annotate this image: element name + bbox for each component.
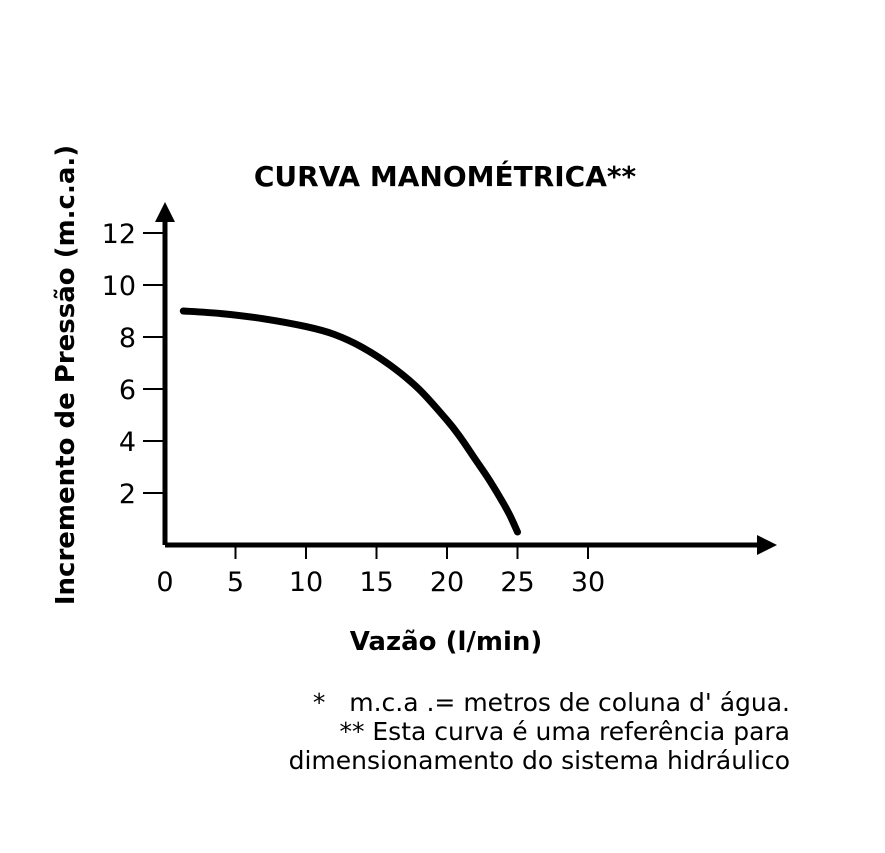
x-tick-label: 15 xyxy=(359,567,393,598)
y-tick-label: 6 xyxy=(119,375,136,406)
footnote-reference: ** Esta curva é uma referência para xyxy=(339,717,790,746)
y-tick-label: 8 xyxy=(119,323,136,354)
x-ticks: 0 5 10 15 20 25 30 xyxy=(156,543,605,598)
x-tick-label: 30 xyxy=(571,567,605,598)
footnotes: * m.c.a .= metros de coluna d' água. ** E… xyxy=(289,688,790,775)
x-axis-arrow xyxy=(757,535,777,555)
x-tick-label: 0 xyxy=(156,567,173,598)
y-axis-label: Incremento de Pressão (m.c.a.) xyxy=(51,145,81,605)
x-axis-label: Vazão (l/min) xyxy=(350,627,543,657)
footnote-reference-cont: dimensionamento do sistema hidráulico xyxy=(288,746,790,775)
pump-curve-line xyxy=(179,307,521,536)
y-tick-label: 4 xyxy=(119,427,136,458)
x-tick-label: 25 xyxy=(500,567,534,598)
y-axis-arrow xyxy=(155,202,175,222)
footnote-mca: * m.c.a .= metros de coluna d' água. xyxy=(312,688,790,717)
chart-title: CURVA MANOMÉTRICA** xyxy=(254,159,637,193)
y-tick-label: 2 xyxy=(119,479,136,510)
y-tick-label: 12 xyxy=(102,219,136,250)
y-ticks: 2 4 6 8 10 12 xyxy=(102,219,167,510)
x-tick-label: 10 xyxy=(289,567,323,598)
x-tick-label: 5 xyxy=(227,567,244,598)
x-tick-label: 20 xyxy=(430,567,464,598)
y-tick-label: 10 xyxy=(102,271,136,302)
